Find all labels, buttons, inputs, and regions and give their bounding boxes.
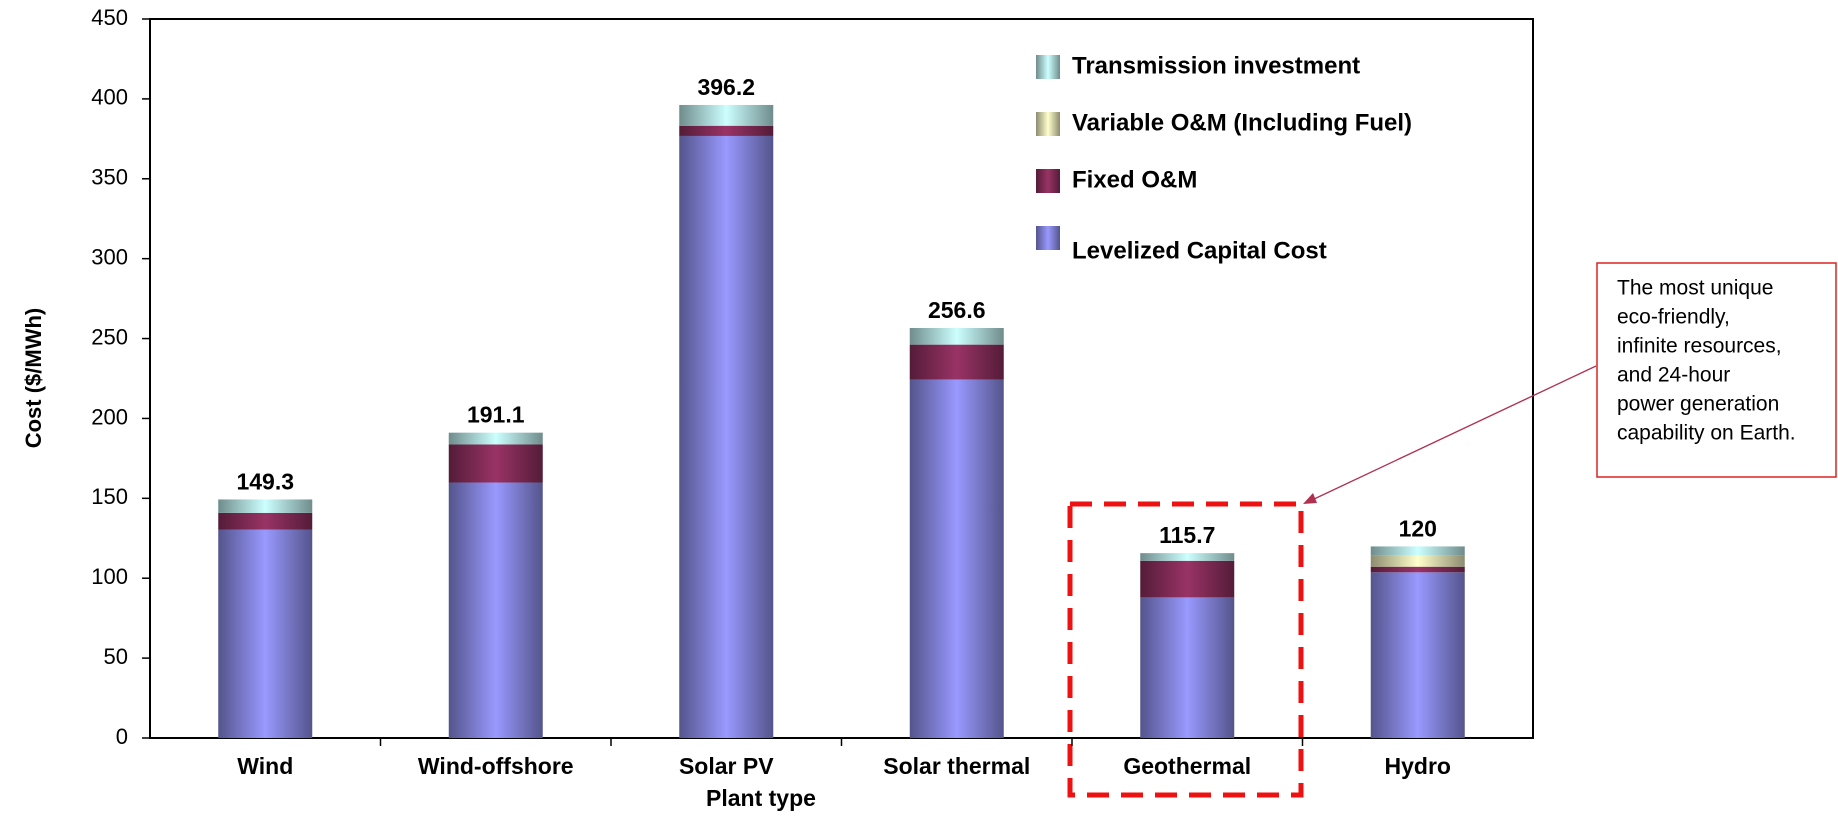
bar-segment — [1140, 597, 1235, 738]
legend-swatch — [1036, 112, 1060, 136]
annotation-box — [1596, 262, 1837, 478]
total-label: 256.6 — [928, 297, 986, 323]
bar-segment — [679, 125, 774, 136]
legend-swatch — [1036, 55, 1060, 79]
legend-swatch — [1036, 226, 1060, 250]
legend-swatch — [1036, 169, 1060, 193]
bar-segment — [909, 344, 1004, 380]
total-label: 115.7 — [1159, 522, 1215, 548]
annotation-text: and 24-hour — [1617, 364, 1730, 387]
y-tick-label: 150 — [91, 484, 128, 509]
annotation-text: eco-friendly, — [1617, 306, 1730, 329]
annotation-text: capability on Earth. — [1617, 422, 1796, 445]
bar-segment — [909, 379, 1004, 738]
x-tick-label: Solar thermal — [883, 753, 1030, 779]
y-tick-label: 300 — [91, 244, 128, 269]
bar-segment — [909, 328, 1004, 345]
x-tick-label: Solar PV — [679, 753, 774, 779]
y-tick-label: 350 — [91, 165, 128, 190]
total-label: 120 — [1399, 516, 1437, 542]
x-tick-label: Geothermal — [1123, 753, 1251, 779]
bar-segment — [218, 512, 313, 530]
y-tick-label: 250 — [91, 324, 128, 349]
legend-label: Transmission investment — [1072, 52, 1360, 79]
highlight-box — [1067, 501, 1304, 798]
bar-segment — [1370, 566, 1465, 573]
callout-arrowhead — [1303, 493, 1317, 504]
y-tick-label: 100 — [91, 564, 128, 589]
legend-label: Levelized Capital Cost — [1072, 237, 1327, 264]
bar-segment — [1140, 553, 1235, 561]
total-label: 191.1 — [467, 402, 525, 428]
bar-segment — [679, 135, 774, 738]
annotation-text: infinite resources, — [1617, 335, 1782, 358]
x-tick-label: Wind — [237, 753, 293, 779]
bar-segment — [1370, 546, 1465, 556]
bar-segment — [448, 432, 543, 445]
y-tick-label: 400 — [91, 85, 128, 110]
bar-segment — [1370, 572, 1465, 738]
bar-segment — [1140, 560, 1235, 598]
total-label: 149.3 — [236, 469, 294, 495]
y-tick-label: 50 — [104, 644, 128, 669]
bar-segment — [218, 529, 313, 738]
annotation-text: The most unique — [1617, 277, 1773, 300]
bar-segment — [218, 499, 313, 513]
total-label: 396.2 — [697, 74, 755, 100]
y-tick-label: 200 — [91, 404, 128, 429]
bar-segment — [448, 482, 543, 738]
x-tick-label: Hydro — [1385, 753, 1451, 779]
legend-label: Variable O&M (Including Fuel) — [1072, 109, 1412, 136]
annotation-text: power generation — [1617, 393, 1779, 416]
x-tick-label: Wind-offshore — [418, 753, 574, 779]
callout-line — [1311, 365, 1597, 501]
y-axis-label: Cost ($/MWh) — [21, 308, 46, 449]
bar-segment — [448, 444, 543, 483]
y-tick-label: 0 — [116, 724, 128, 749]
legend-label: Fixed O&M — [1072, 166, 1197, 193]
y-tick-label: 450 — [91, 5, 128, 30]
x-axis-label: Plant type — [706, 785, 816, 811]
bar-segment — [1370, 555, 1465, 567]
bar-segment — [679, 104, 774, 126]
